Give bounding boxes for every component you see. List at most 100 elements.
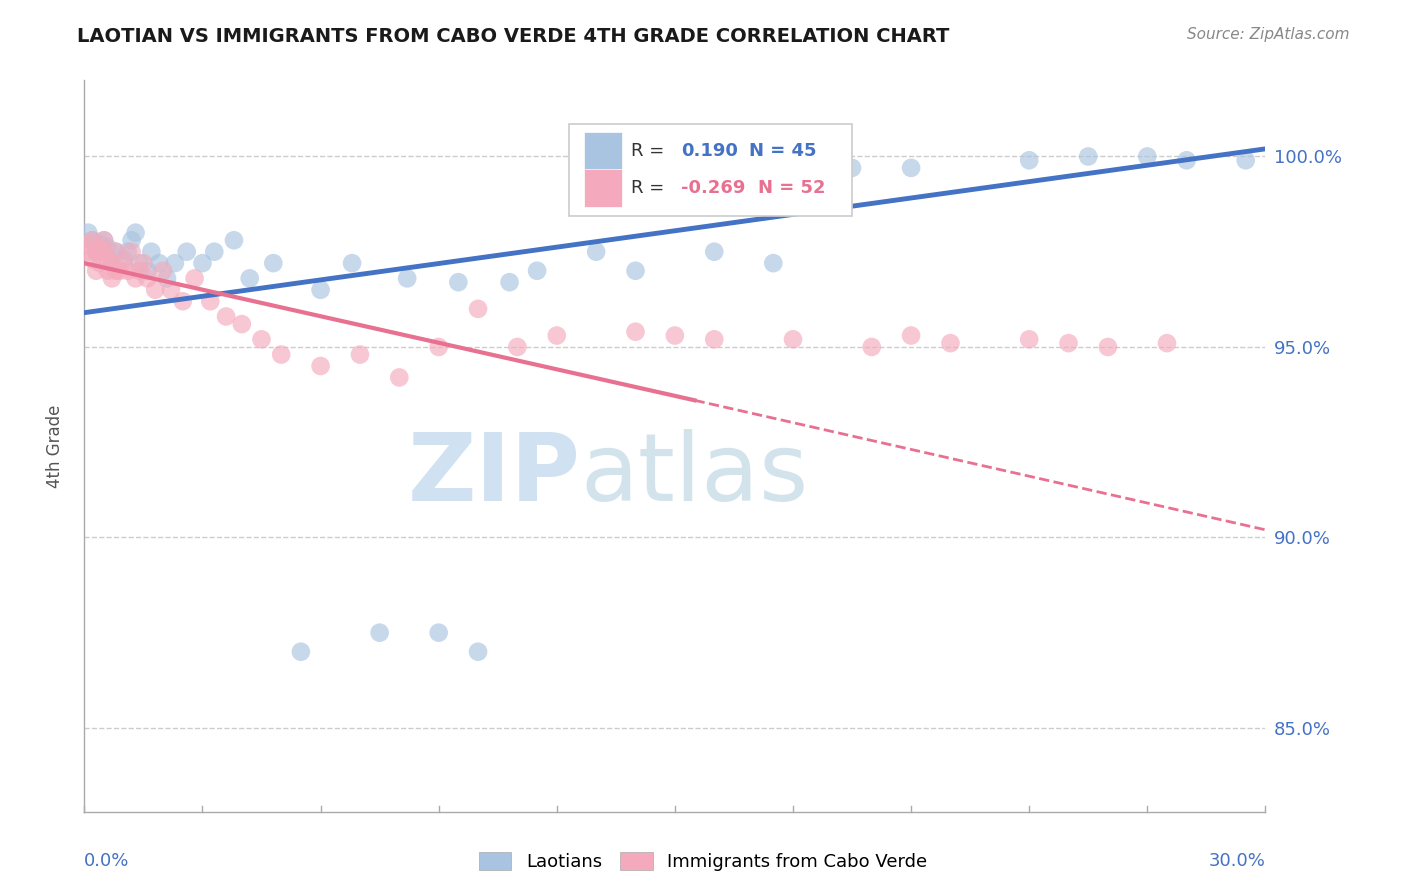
Point — [762, 256, 785, 270]
Point — [467, 645, 489, 659]
Point — [82, 233, 104, 247]
Text: 30.0%: 30.0% — [1209, 852, 1265, 870]
Point — [84, 244, 107, 259]
Point — [89, 237, 111, 252]
Point — [82, 233, 104, 247]
Point — [200, 294, 222, 309]
Point — [388, 370, 411, 384]
Point — [104, 244, 127, 259]
FancyBboxPatch shape — [568, 124, 852, 216]
Point — [141, 244, 163, 259]
Point — [89, 256, 111, 270]
Point — [900, 161, 922, 175]
Point — [101, 271, 124, 285]
Point — [624, 264, 647, 278]
Point — [782, 332, 804, 346]
Point — [447, 275, 470, 289]
Point — [89, 241, 111, 255]
Point — [231, 317, 253, 331]
Point — [148, 256, 170, 270]
Point — [117, 264, 139, 278]
Point — [112, 252, 135, 267]
Point — [1018, 153, 1040, 168]
Point — [117, 244, 139, 259]
Point — [84, 244, 107, 259]
Point — [97, 241, 120, 255]
Text: R =: R = — [631, 143, 671, 161]
Point — [427, 340, 450, 354]
Point — [156, 271, 179, 285]
Point — [202, 244, 225, 259]
Point — [1077, 149, 1099, 163]
Point — [77, 244, 100, 259]
Point — [526, 264, 548, 278]
Point — [191, 256, 214, 270]
Point — [84, 264, 107, 278]
Point — [1234, 153, 1257, 168]
Point — [506, 340, 529, 354]
Point — [340, 256, 363, 270]
Point — [215, 310, 238, 324]
Point — [309, 359, 332, 373]
Text: ZIP: ZIP — [408, 429, 581, 521]
Point — [93, 233, 115, 247]
Point — [290, 645, 312, 659]
Point — [93, 233, 115, 247]
Point — [1097, 340, 1119, 354]
Point — [77, 226, 100, 240]
Point — [97, 252, 120, 267]
Point — [309, 283, 332, 297]
Point — [104, 264, 127, 278]
Text: LAOTIAN VS IMMIGRANTS FROM CABO VERDE 4TH GRADE CORRELATION CHART: LAOTIAN VS IMMIGRANTS FROM CABO VERDE 4T… — [77, 27, 949, 45]
Point — [121, 233, 143, 247]
Point — [396, 271, 419, 285]
Point — [860, 340, 883, 354]
Text: atlas: atlas — [581, 429, 808, 521]
Text: 0.0%: 0.0% — [84, 852, 129, 870]
Point — [427, 625, 450, 640]
Point — [1175, 153, 1198, 168]
Legend: Laotians, Immigrants from Cabo Verde: Laotians, Immigrants from Cabo Verde — [471, 845, 935, 879]
Point — [101, 256, 124, 270]
Point — [112, 256, 135, 270]
Point — [467, 301, 489, 316]
Point — [136, 264, 159, 278]
FancyBboxPatch shape — [583, 169, 621, 208]
Point — [1136, 149, 1159, 163]
Point — [546, 328, 568, 343]
Point — [160, 283, 183, 297]
Point — [183, 271, 205, 285]
Point — [1018, 332, 1040, 346]
Point — [349, 348, 371, 362]
Point — [128, 256, 150, 270]
Text: -0.269: -0.269 — [681, 179, 745, 197]
Text: N = 45: N = 45 — [749, 143, 817, 161]
Point — [152, 264, 174, 278]
Point — [124, 226, 146, 240]
Point — [939, 336, 962, 351]
Point — [136, 271, 159, 285]
Point — [703, 332, 725, 346]
Point — [703, 244, 725, 259]
Point — [121, 244, 143, 259]
Point — [368, 625, 391, 640]
Point — [250, 332, 273, 346]
Point — [262, 256, 284, 270]
Point — [101, 256, 124, 270]
Point — [128, 264, 150, 278]
Point — [1156, 336, 1178, 351]
Point — [900, 328, 922, 343]
Point — [132, 256, 155, 270]
Point — [664, 328, 686, 343]
Point — [97, 264, 120, 278]
Point — [124, 271, 146, 285]
Point — [841, 161, 863, 175]
Point — [104, 244, 127, 259]
Point — [176, 244, 198, 259]
Point — [163, 256, 186, 270]
FancyBboxPatch shape — [583, 132, 621, 170]
Point — [222, 233, 245, 247]
Text: Source: ZipAtlas.com: Source: ZipAtlas.com — [1187, 27, 1350, 42]
Point — [172, 294, 194, 309]
Text: R =: R = — [631, 179, 671, 197]
